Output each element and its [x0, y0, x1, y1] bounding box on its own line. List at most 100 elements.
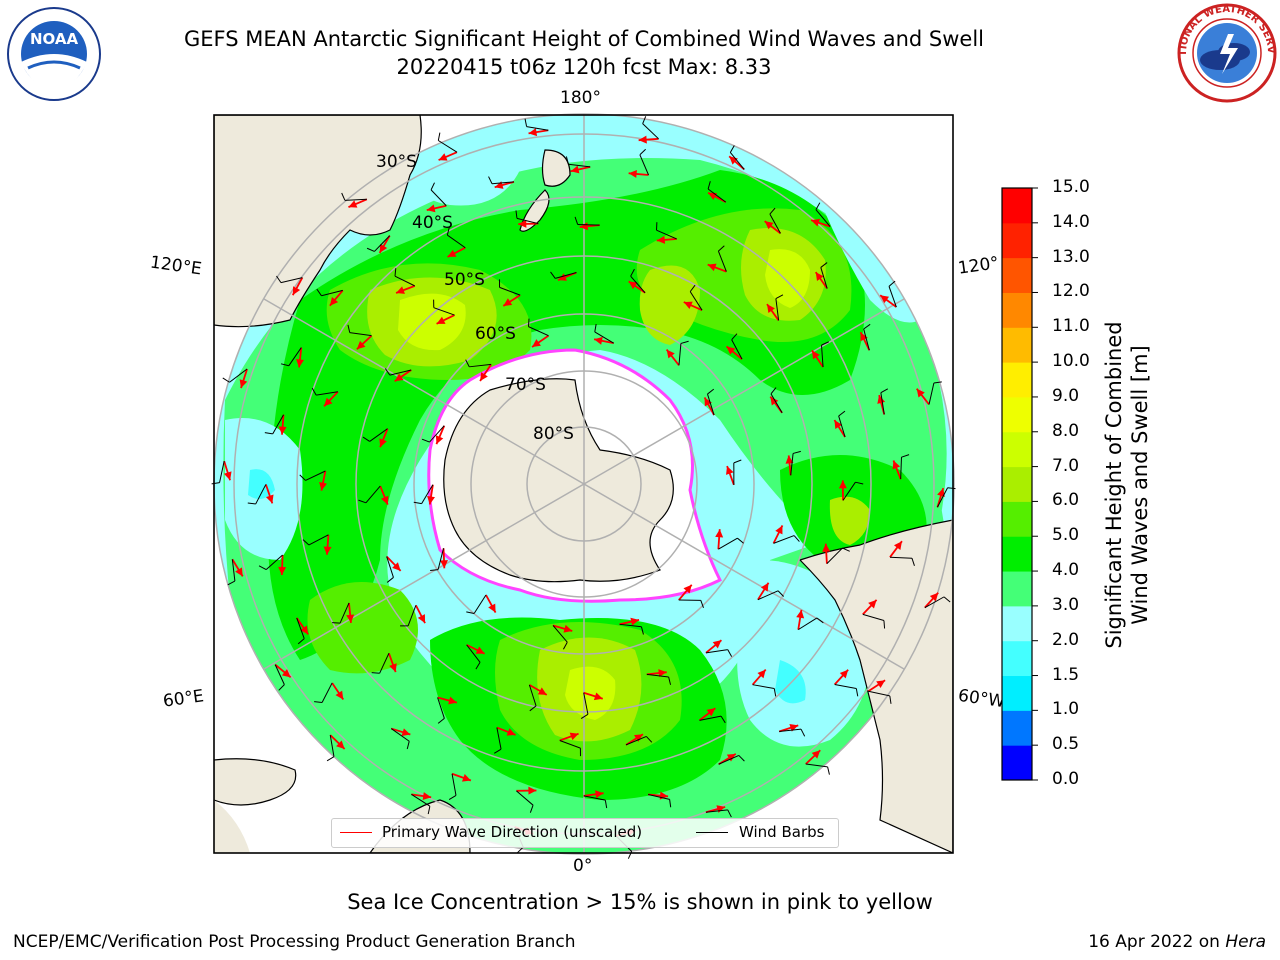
wave-arrow-head: [278, 566, 287, 576]
wind-barb: [752, 684, 775, 690]
colorbar-tick-label: 1.5: [1052, 664, 1080, 685]
wind-barb-flag: [299, 474, 306, 481]
wind-barb-flag: [855, 481, 864, 485]
wind-barb-flag: [707, 388, 715, 395]
wind-barb: [329, 734, 335, 757]
wave-arrow-head: [401, 728, 411, 736]
wave-arrow-head: [683, 584, 692, 594]
wave-arrow-head: [666, 349, 675, 359]
wind-barb: [339, 602, 350, 624]
wave-arrow-head: [381, 495, 389, 505]
noaa-logo-text: NOAA: [30, 30, 79, 48]
colorbar-segment: [1002, 675, 1032, 711]
wave-arrow-head: [557, 273, 567, 281]
wave-arrow-head: [329, 297, 339, 306]
wind-barb: [705, 809, 728, 813]
wave-arrow-head: [726, 466, 734, 475]
wind-barb-flag: [933, 381, 942, 384]
wind-barb-flag: [529, 705, 537, 712]
wind-barb-flag: [627, 851, 633, 859]
map-subtitle: 20220415 t06z 120h fcst Max: 8.33: [396, 55, 772, 79]
wave-arrow-head: [448, 696, 457, 705]
wind-barb-flag: [880, 388, 889, 394]
colorbar: [1001, 187, 1038, 781]
wave-arrow-head: [634, 734, 643, 742]
wind-barb-flag: [707, 181, 711, 190]
wave-arrow-head: [726, 346, 736, 355]
wind-barb-flag: [816, 617, 824, 624]
wind-barb-flag: [947, 487, 956, 490]
wave-arrow-head: [916, 388, 925, 398]
colorbar-tick-label: 11.0: [1052, 316, 1090, 337]
wave-arrow-head: [292, 286, 301, 296]
wind-barb-flag: [863, 323, 871, 330]
wind-barb: [821, 345, 824, 368]
wind-barb-flag: [729, 145, 735, 153]
wind-barb-flag: [466, 611, 475, 615]
wave-arrow-head: [796, 609, 805, 619]
wave-arrow-head: [595, 790, 604, 799]
wave-arrow-head: [712, 640, 722, 649]
wind-barb-flag: [524, 118, 528, 127]
colorbar-segment: [1002, 292, 1032, 328]
wind-barb-flag: [211, 482, 220, 485]
wind-barb: [516, 217, 539, 225]
wind-barb: [889, 556, 912, 559]
wave-arrow-head: [438, 153, 448, 161]
wind-barb-flag: [421, 438, 430, 443]
wave-direction-swatch: [340, 832, 372, 833]
wave-arrow-head: [834, 420, 843, 429]
wind-barb-flag: [475, 662, 481, 670]
wind-barb: [900, 457, 902, 480]
colorbar-segment: [1002, 362, 1032, 398]
wind-barb: [559, 740, 581, 749]
wind-barb: [820, 267, 828, 289]
wind-barb: [619, 623, 642, 628]
wave-arrow-head: [877, 395, 886, 404]
colorbar-tick-label: 1.0: [1052, 699, 1080, 720]
wind-barb-flag: [565, 156, 569, 165]
wind-barb: [863, 328, 870, 351]
colorbar-tick-label: 5.0: [1052, 525, 1080, 546]
wave-arrow-head: [281, 669, 291, 678]
date-line: 16 Apr 2022 on Hera: [1088, 932, 1266, 952]
colorbar-segment: [1002, 501, 1032, 537]
wind-barb-flag: [820, 262, 828, 268]
wind-barb-flag: [718, 245, 725, 252]
wind-barb-flag: [297, 638, 305, 645]
colorbar-segment: [1002, 710, 1032, 746]
wind-barb-flag: [888, 280, 896, 287]
wind-barb-swatch: [696, 832, 728, 833]
colorbar-tick-label: 10.0: [1052, 351, 1090, 372]
wind-barb-flag: [437, 132, 441, 141]
wind-barb-flag: [413, 501, 422, 505]
wind-barb: [798, 617, 818, 631]
wave-arrow-head: [893, 541, 902, 550]
colorbar-segment: [1002, 431, 1032, 468]
lat-label-80s: 80°S: [533, 424, 574, 444]
wave-arrow-head: [537, 687, 547, 695]
wind-barb-flag: [640, 626, 644, 635]
wind-barb-flag: [580, 713, 589, 719]
wave-arrow-head: [319, 481, 327, 491]
colorbar-tick-label: 7.0: [1052, 455, 1080, 476]
colorbar-segment: [1002, 327, 1032, 363]
wave-arrow-head: [435, 435, 444, 445]
wave-arrow-head: [239, 379, 248, 389]
wind-barb: [447, 234, 466, 249]
wind-barb-flag: [700, 600, 704, 609]
wind-barb-flag: [594, 323, 597, 333]
legend-wave-label: Primary Wave Direction (unscaled): [382, 823, 643, 841]
wind-barb: [625, 736, 647, 746]
lat-label-40s: 40°S: [412, 213, 453, 233]
wind-barb-flag: [430, 569, 439, 572]
colorbar-segment: [1002, 640, 1032, 677]
wind-barb: [365, 485, 381, 504]
wind-barb-flag: [815, 202, 821, 210]
wind-barb: [757, 590, 779, 601]
colorbar-tick-label: 3.0: [1052, 594, 1080, 615]
wind-barb: [729, 152, 745, 170]
wave-arrow-head: [630, 617, 640, 626]
africa-tip-land: [214, 758, 297, 806]
wind-barb: [280, 277, 303, 284]
